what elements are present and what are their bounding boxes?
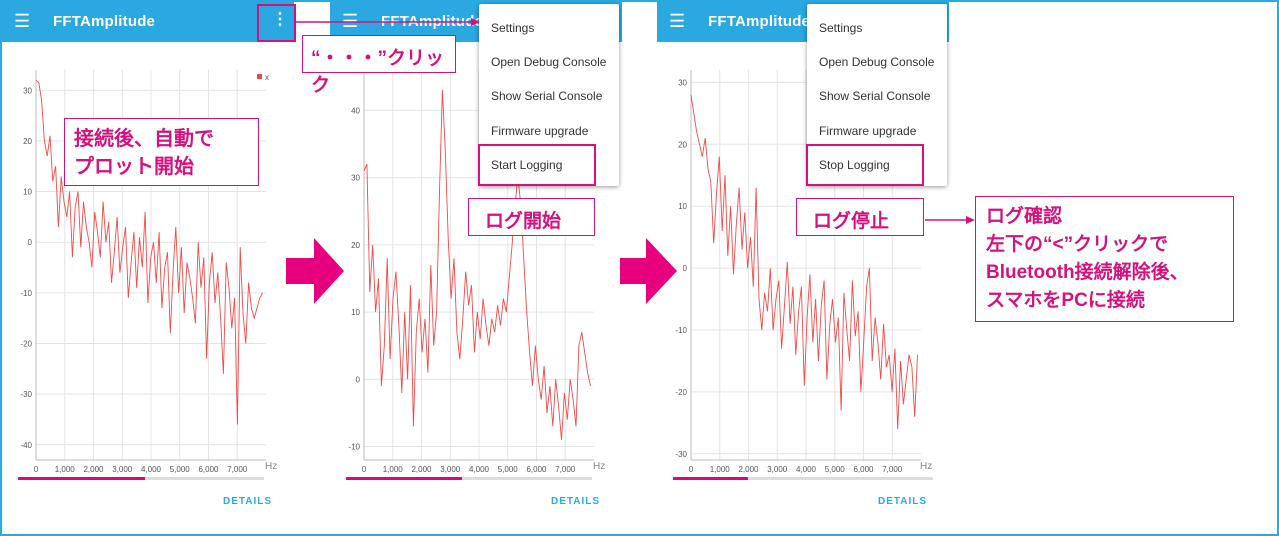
x-tick-label: 3,000 [112, 465, 133, 474]
menu-item-open-debug-console[interactable]: Open Debug Console [491, 55, 607, 69]
callout-log-check-line4: スマホをPCに接続 [986, 290, 1145, 311]
x-tick-label: 2,000 [738, 465, 759, 474]
progress-fill [18, 477, 145, 480]
menu-item-firmware-upgrade[interactable]: Firmware upgrade [491, 124, 589, 138]
app-title: FFTAmplitude [708, 13, 811, 30]
highlight-stop-logging [806, 144, 924, 186]
callout-log-check-line1: ログ確認 [986, 206, 1063, 227]
menu-item-start-logging[interactable]: Start Logging [491, 158, 563, 172]
screen-3: ☰ FFTAmplitude 0 1,000 2,000 3,000 4,000 5,00… [657, 2, 949, 532]
y-tick-label: 30 [678, 78, 687, 87]
y-tick-label: 30 [23, 86, 32, 95]
x-tick-label: 5,000 [170, 465, 191, 474]
details-button[interactable]: DETAILS [551, 496, 601, 507]
y-tick-label: -30 [675, 450, 687, 459]
y-tick-label: 20 [23, 137, 32, 146]
x-tick-label: 4,000 [469, 465, 490, 474]
screen-1: ☰ FFTAmplitude ⋮ 0 1,000 2,000 3,000 4,000 5,… [2, 2, 294, 532]
y-tick-label: -10 [675, 326, 687, 335]
menu-item-settings[interactable]: Settings [819, 21, 863, 35]
progress-track [346, 477, 592, 480]
app-title: FFTAmplitude [381, 13, 484, 30]
x-tick-label: 1,000 [383, 465, 404, 474]
x-tick-label: 0 [34, 465, 39, 474]
series-line [690, 94, 918, 430]
callout-auto-plot: 接続後、自動で プロット開始 [64, 118, 259, 186]
callout-log-check-line3: Bluetooth接続解除後、 [986, 262, 1189, 283]
menu-item-show-serial-console[interactable]: Show Serial Console [491, 89, 603, 103]
menu-item-firmware-upgrade[interactable]: Firmware upgrade [819, 124, 917, 138]
y-tick-label: 0 [683, 264, 688, 273]
x-tick-label: 5,000 [825, 465, 846, 474]
y-tick-label: 20 [351, 241, 360, 250]
progress-track [673, 477, 933, 480]
y-tick-label: -10 [348, 443, 360, 452]
y-tick-label: 40 [351, 106, 360, 115]
x-tick-label: 1,000 [55, 465, 76, 474]
x-tick-label: 7,000 [882, 465, 903, 474]
y-tick-label: 10 [678, 202, 687, 211]
details-button[interactable]: DETAILS [223, 496, 273, 507]
y-tick-label: 10 [351, 308, 360, 317]
callout-log-check-line2: 左下の“<”クリックで [986, 234, 1169, 255]
x-tick-label: 7,000 [555, 465, 576, 474]
hamburger-menu-icon[interactable]: ☰ [14, 11, 31, 31]
app-title: FFTAmplitude [53, 13, 156, 30]
highlight-start-logging [478, 144, 596, 186]
callout-auto-plot-line2: プロット開始 [74, 156, 194, 178]
callout-log-stop: ログ停止 [796, 198, 924, 236]
x-tick-label: 4,000 [796, 465, 817, 474]
y-tick-label: -40 [20, 441, 32, 450]
x-tick-label: 3,000 [767, 465, 788, 474]
x-axis-label: Hz [920, 461, 932, 472]
x-tick-label: 7,000 [227, 465, 248, 474]
hamburger-menu-icon[interactable]: ☰ [669, 11, 686, 31]
progress-fill [346, 477, 462, 480]
y-tick-label: -20 [20, 340, 32, 349]
x-tick-label: 1,000 [710, 465, 731, 474]
callout-log-start: ログ開始 [468, 198, 595, 236]
series-line [35, 79, 263, 425]
x-tick-label: 4,000 [141, 465, 162, 474]
callout-log-check: ログ確認 左下の“<”クリックで Bluetooth接続解除後、 スマホをPCに… [975, 196, 1234, 322]
y-tick-label: 10 [23, 188, 32, 197]
x-tick-label: 6,000 [526, 465, 547, 474]
app-bar: ☰ FFTAmplitude ⋮ [2, 2, 294, 42]
series-line [363, 90, 591, 440]
menu-item-open-debug-console[interactable]: Open Debug Console [819, 55, 935, 69]
x-tick-label: 0 [689, 465, 694, 474]
x-tick-label: 5,000 [498, 465, 519, 474]
y-tick-label: 0 [356, 375, 361, 384]
legend-label: x [265, 73, 269, 82]
menu-item-stop-logging[interactable]: Stop Logging [819, 158, 890, 172]
callout-auto-plot-line1: 接続後、自動で [74, 128, 214, 150]
y-tick-label: -20 [675, 388, 687, 397]
x-tick-label: 3,000 [440, 465, 461, 474]
more-options-icon[interactable]: ⋮ [272, 11, 288, 28]
y-tick-label: 0 [28, 238, 33, 247]
x-tick-label: 2,000 [83, 465, 104, 474]
y-tick-label: 30 [351, 174, 360, 183]
callout-kebab-click: “・・・”クリック [302, 35, 456, 96]
y-tick-label: 20 [678, 140, 687, 149]
x-tick-label: 6,000 [853, 465, 874, 474]
x-tick-label: 2,000 [411, 465, 432, 474]
x-axis-label: Hz [593, 461, 605, 472]
x-tick-label: 0 [362, 465, 367, 474]
y-tick-label: -30 [20, 390, 32, 399]
x-axis-label: Hz [265, 461, 277, 472]
menu-item-show-serial-console[interactable]: Show Serial Console [819, 89, 931, 103]
menu-item-settings[interactable]: Settings [491, 21, 535, 35]
y-tick-label: -10 [20, 289, 32, 298]
progress-fill [673, 477, 748, 480]
legend-swatch [257, 74, 262, 79]
hamburger-menu-icon[interactable]: ☰ [342, 11, 359, 31]
details-button[interactable]: DETAILS [878, 496, 928, 507]
x-tick-label: 6,000 [198, 465, 219, 474]
